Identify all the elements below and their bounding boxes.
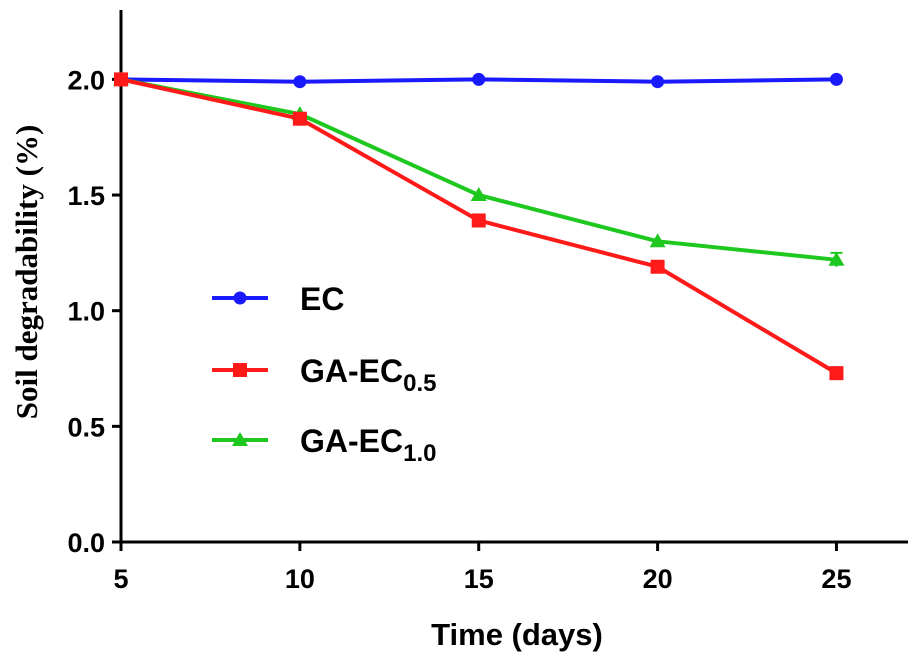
series-layer [113,71,845,381]
legend: EC GA-EC0.5 GA-EC1.0 [212,281,436,467]
x-axis-title: Time (days) [431,617,603,652]
data-point [651,75,665,89]
data-point [649,233,666,248]
legend-item: GA-EC0.5 [212,353,436,397]
series-line [120,77,837,262]
data-point [292,111,307,126]
x-tick-label: 20 [643,564,673,594]
series-GA-EC0.5 [114,72,844,381]
data-point [828,251,845,266]
x-tick-label: 25 [821,564,851,594]
data-point [650,259,665,274]
legend-label: GA-EC1.0 [300,423,436,467]
y-tick-label: 2.0 [67,65,105,95]
legend-label: EC [300,281,344,317]
data-point [829,72,843,86]
data-point [293,75,307,89]
series-EC [114,72,843,89]
legend-marker [232,432,248,446]
y-tick-label: 1.0 [67,297,105,327]
axes: 0.0 0.5 1.0 1.5 2.0 5 10 15 20 25 [67,10,908,594]
data-point [470,187,487,202]
data-point [472,72,486,86]
x-tick-label: 5 [113,564,128,594]
data-point [829,366,844,381]
legend-item: GA-EC1.0 [212,423,436,467]
x-tick-label: 10 [285,564,315,594]
data-point [471,213,486,228]
legend-item: EC [212,281,344,317]
legend-label: GA-EC0.5 [300,353,436,397]
x-tick-label: 15 [464,564,494,594]
y-tick-label: 1.5 [67,181,105,211]
data-point [114,72,128,87]
y-axis-title: Soil degradability (%) [9,125,44,420]
legend-marker [233,363,247,377]
y-tick-label: 0.0 [67,528,105,558]
y-tick-label: 0.5 [67,412,105,442]
legend-marker [233,291,247,305]
